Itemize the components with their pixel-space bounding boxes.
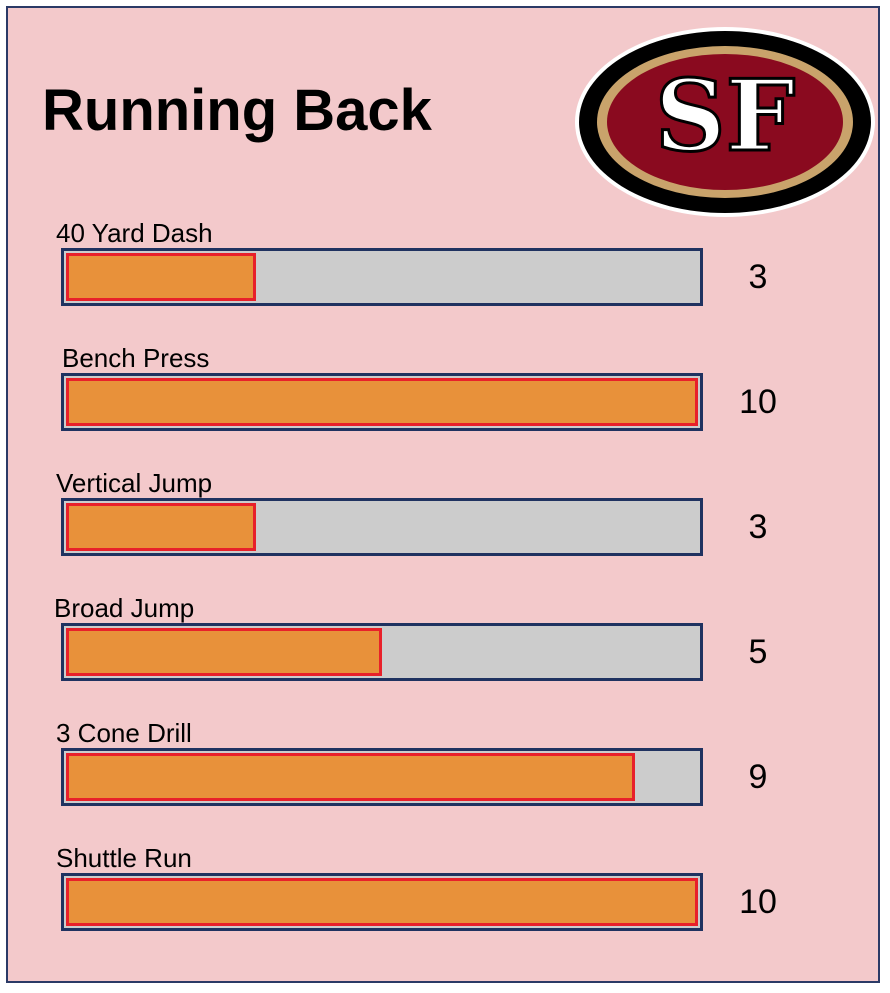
metric-bar-broad-jump bbox=[66, 628, 382, 676]
metric-value-3-cone-drill: 9 bbox=[748, 758, 768, 796]
metric-track-shuttle-run bbox=[61, 873, 703, 931]
page-title: Running Back bbox=[42, 78, 432, 143]
metric-track-bench-press bbox=[61, 373, 703, 431]
metric-bar-vertical-jump bbox=[66, 503, 256, 551]
metric-value-broad-jump: 5 bbox=[748, 633, 768, 671]
metric-value-bench-press: 10 bbox=[739, 383, 777, 421]
team-logo: SF bbox=[575, 27, 875, 217]
metric-track-3-cone-drill bbox=[61, 748, 703, 806]
metric-label-vertical-jump: Vertical Jump bbox=[56, 468, 213, 498]
metric-value-vertical-jump: 3 bbox=[748, 508, 768, 546]
metric-track-vertical-jump bbox=[61, 498, 703, 556]
metric-bar-shuttle-run bbox=[66, 878, 698, 926]
metric-track-broad-jump bbox=[61, 623, 703, 681]
metric-bar-bench-press bbox=[66, 378, 698, 426]
logo-lettering: SF bbox=[655, 59, 795, 174]
metric-bar-40-yard-dash bbox=[66, 253, 256, 301]
metric-label-shuttle-run: Shuttle Run bbox=[56, 843, 192, 873]
metric-value-40-yard-dash: 3 bbox=[748, 258, 768, 296]
metric-label-40-yard-dash: 40 Yard Dash bbox=[56, 218, 213, 248]
metric-value-shuttle-run: 10 bbox=[739, 883, 777, 921]
metric-bar-3-cone-drill bbox=[66, 753, 635, 801]
metric-label-broad-jump: Broad Jump bbox=[54, 593, 195, 623]
scorecard-panel: Running Back SF 40 Yard Dash 3 Bench Press… bbox=[6, 6, 880, 983]
metric-label-bench-press: Bench Press bbox=[62, 343, 210, 373]
metric-label-3-cone-drill: 3 Cone Drill bbox=[56, 718, 192, 748]
metric-track-40-yard-dash bbox=[61, 248, 703, 306]
